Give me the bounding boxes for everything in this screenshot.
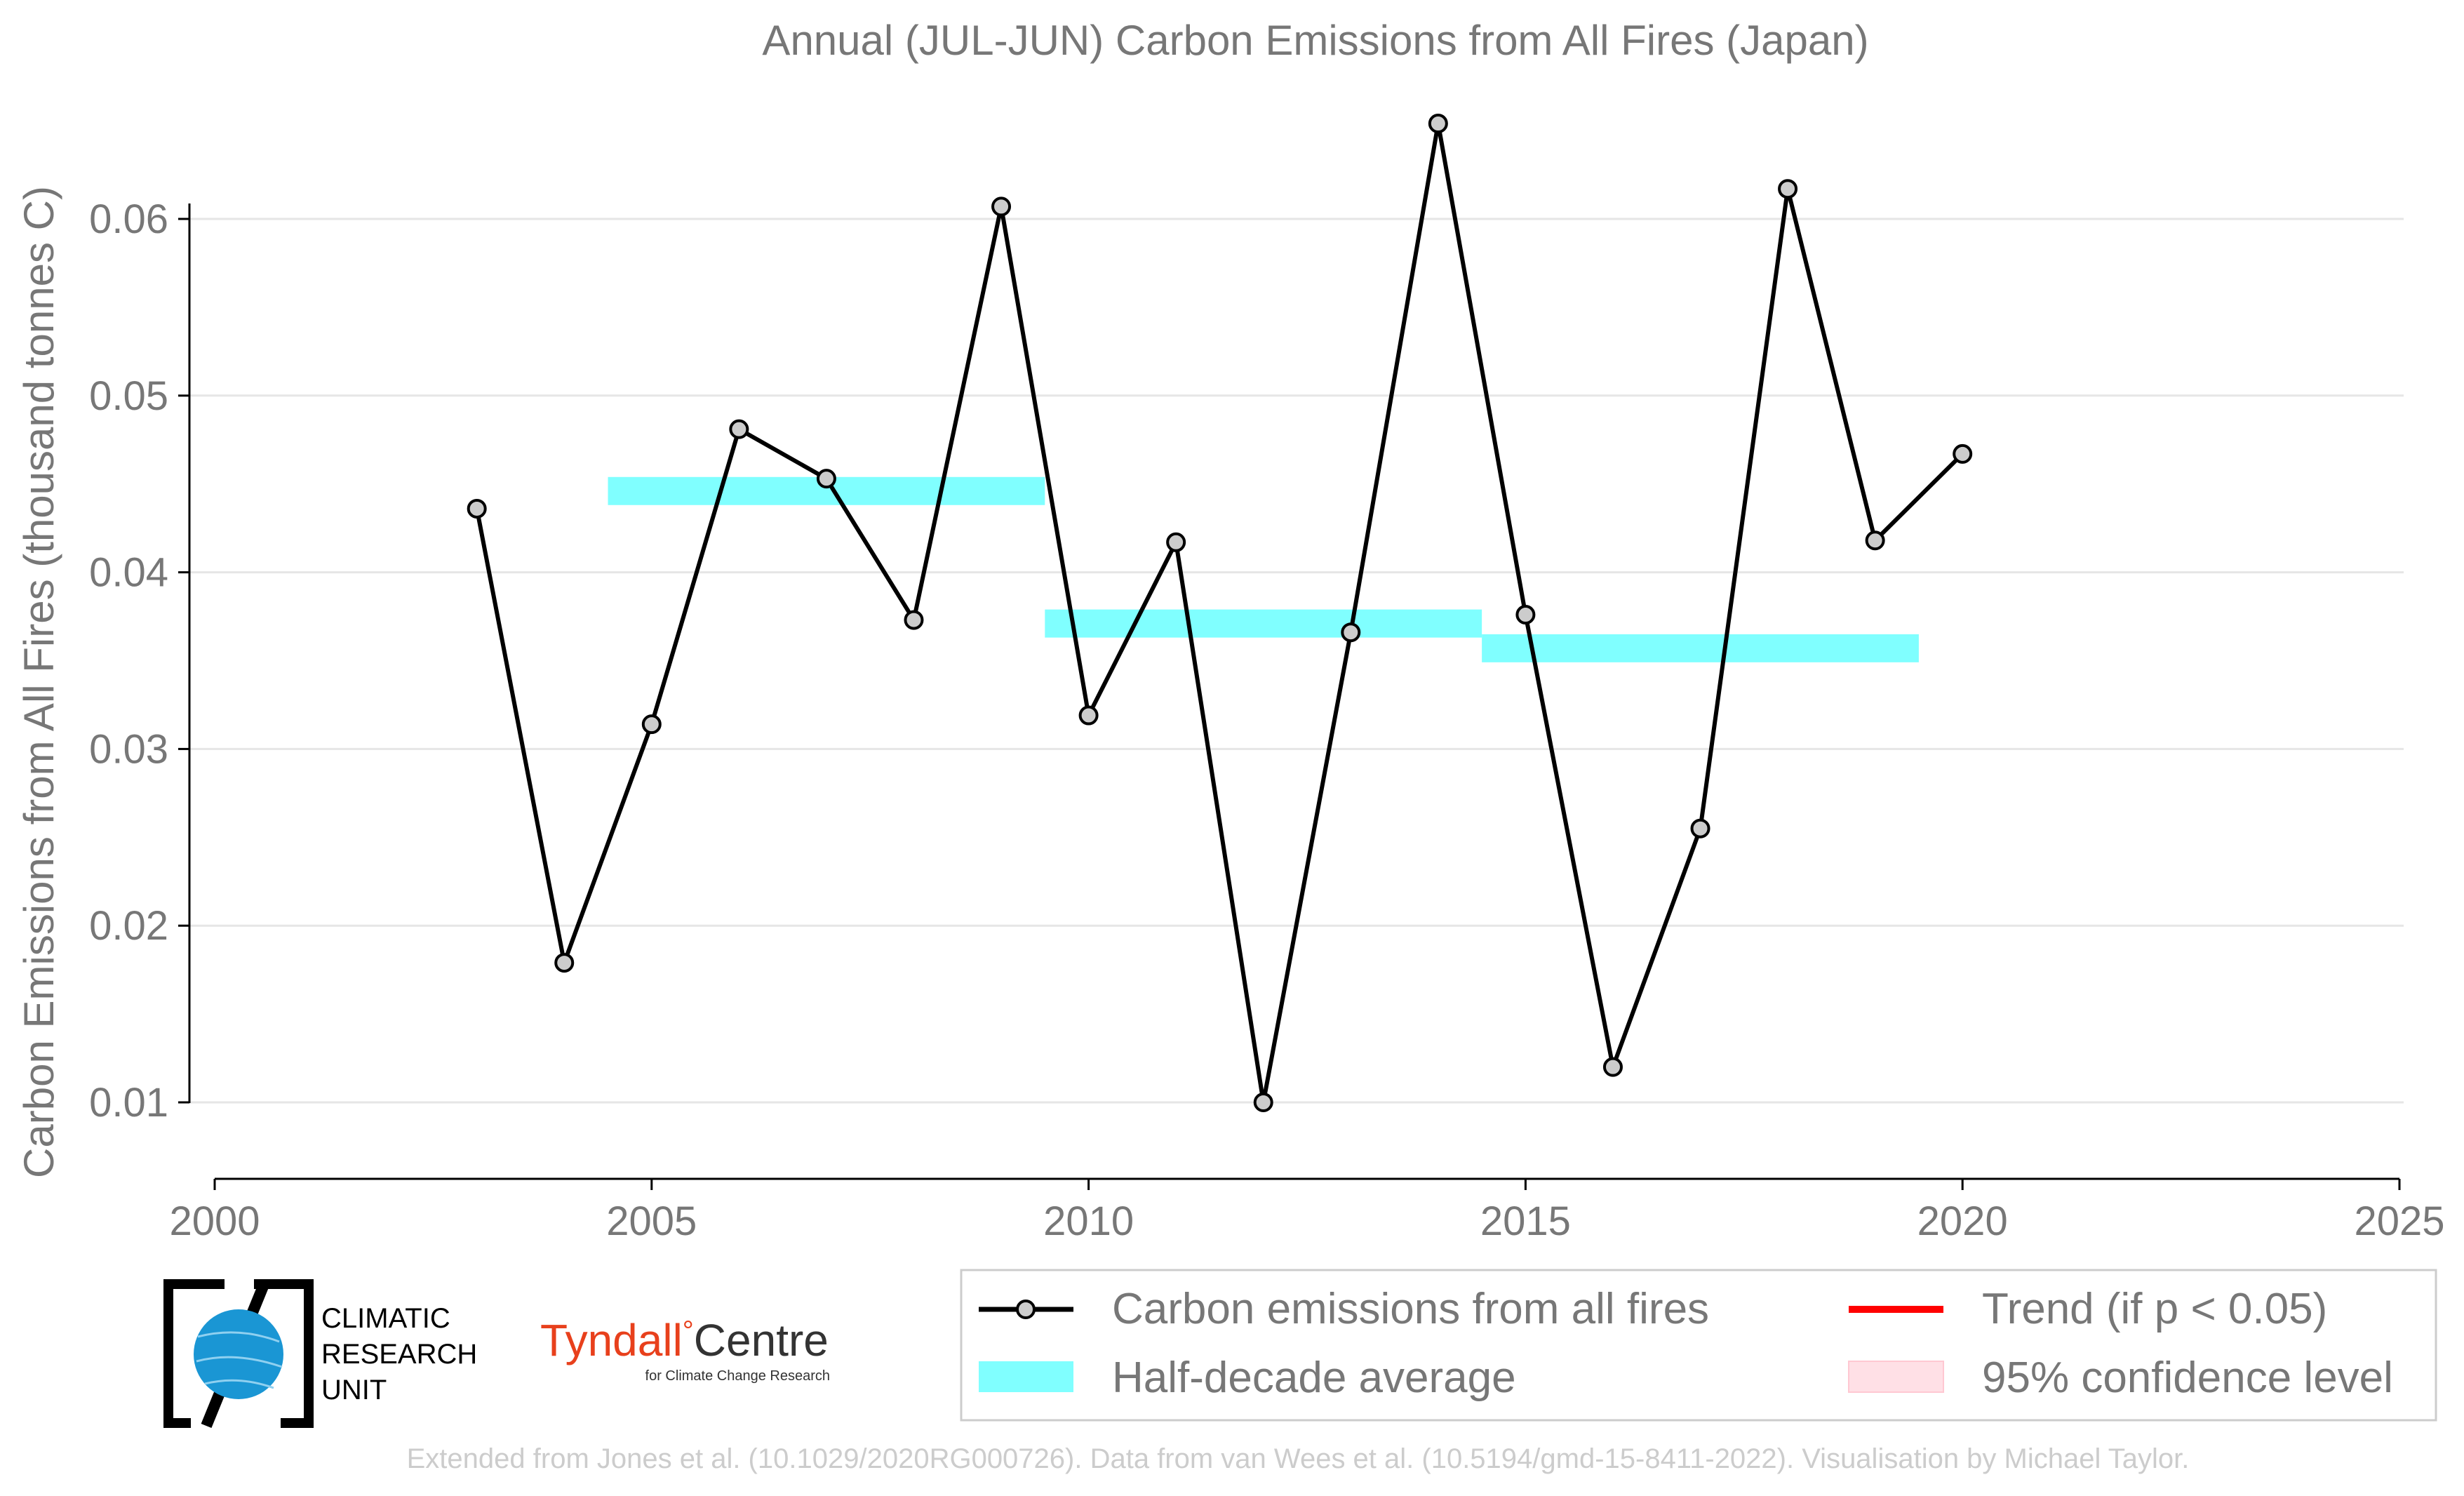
legend-label-half-decade: Half-decade average [1112, 1354, 1516, 1402]
data-point-2003 [467, 498, 487, 519]
y-tick-label-2: 0.03 [89, 726, 168, 772]
cru-text-line-2: RESEARCH [321, 1339, 477, 1370]
cru-text-line-3: UNIT [321, 1375, 387, 1405]
legend-confidence-swatch [1848, 1361, 1944, 1393]
data-point-2014 [1428, 114, 1448, 134]
data-point-2020 [1953, 443, 1973, 464]
legend-label-emissions: Carbon emissions from all fires [1112, 1285, 1709, 1333]
series-line-0 [474, 121, 1964, 1104]
data-point-2016 [1602, 1057, 1623, 1077]
data-point-2019 [1865, 530, 1885, 551]
x-tick-label-1: 2005 [606, 1198, 697, 1244]
y-tick-label-4: 0.05 [89, 373, 168, 419]
x-ticks: 2000 2005 2010 2015 2020 2025 [169, 1179, 2445, 1244]
legend-label-trend: Trend (if p < 0.05) [1982, 1285, 2327, 1333]
x-tick-label-0: 2000 [169, 1198, 260, 1244]
data-point-2005 [641, 714, 662, 735]
globe-icon [194, 1309, 283, 1399]
gridlines [189, 218, 2404, 1104]
half-decade-bands [608, 476, 1919, 662]
legend-box [960, 1269, 2437, 1422]
data-point-2010 [1078, 705, 1099, 726]
x-tick-label-2: 2010 [1043, 1198, 1134, 1244]
data-point-2008 [904, 610, 924, 630]
y-tick-label-3: 0.04 [89, 550, 168, 596]
x-tick-label-5: 2025 [2354, 1198, 2444, 1244]
axes [188, 203, 2399, 1180]
data-point-2007 [816, 469, 836, 489]
data-point-2018 [1778, 179, 1798, 199]
data-point-2013 [1341, 622, 1361, 643]
x-tick-label-3: 2015 [1480, 1198, 1571, 1244]
cru-logo: CLIMATIC RESEARCH UNIT [163, 1278, 477, 1429]
legend-marker-swatch [1016, 1300, 1036, 1319]
y-tick-label-1: 0.02 [89, 903, 168, 949]
cru-text-line-1: CLIMATIC [321, 1303, 450, 1334]
tyndall-logo: Tyndall°Centre for Climate Change Resear… [540, 1315, 830, 1384]
data-point-2011 [1166, 532, 1186, 552]
footer-credits: Extended from Jones et al. (10.1029/2020… [407, 1443, 2190, 1474]
y-tick-label-5: 0.06 [89, 196, 168, 242]
data-point-2004 [554, 953, 575, 973]
data-point-2017 [1690, 818, 1710, 839]
y-tick-label-0: 0.01 [89, 1080, 168, 1126]
series [467, 114, 1973, 1112]
data-point-2006 [729, 419, 749, 439]
legend-label-confidence: 95% confidence level [1982, 1354, 2393, 1402]
chart-title: Annual (JUL-JUN) Carbon Emissions from A… [762, 17, 1868, 64]
data-point-2012 [1253, 1093, 1273, 1112]
x-tick-label-4: 2020 [1917, 1198, 2008, 1244]
y-ticks: 0.01 0.02 0.03 0.04 0.05 0.06 [89, 196, 189, 1126]
tyndall-wordmark: Tyndall°Centre [540, 1315, 829, 1365]
data-point-2015 [1515, 605, 1536, 625]
half-decade-band-2 [1482, 634, 1919, 662]
legend: Carbon emissions from all fires Trend (i… [960, 1269, 2437, 1422]
y-axis-label: Carbon Emissions from All Fires (thousan… [15, 186, 62, 1178]
half-decade-band-1 [1045, 609, 1482, 638]
data-point-2009 [991, 196, 1012, 217]
legend-band-swatch [979, 1361, 1073, 1392]
tyndall-subtitle: for Climate Change Research [645, 1368, 830, 1384]
